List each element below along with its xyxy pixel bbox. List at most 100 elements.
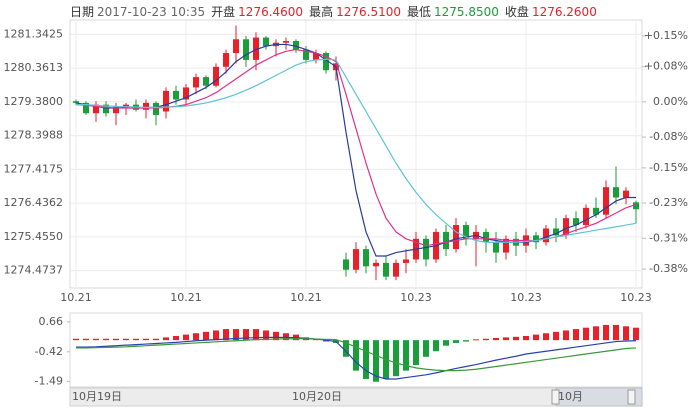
candle-body	[533, 235, 539, 243]
macd-bar	[243, 329, 249, 341]
navigator-label: 10月19日	[72, 390, 122, 403]
overlay-line	[75, 43, 636, 257]
overlay-line	[76, 336, 637, 380]
x-tick-label: 10.23	[510, 291, 542, 304]
y2-tick-label: -0.31%	[649, 231, 688, 244]
candle-body	[373, 262, 379, 267]
macd-bar	[483, 338, 489, 341]
candle-body	[303, 49, 309, 60]
macd-bar	[173, 336, 179, 341]
macd-bar	[83, 338, 89, 341]
y-tick-label: -1.49	[35, 374, 63, 387]
candle-body	[173, 90, 179, 100]
candle-body	[403, 259, 409, 263]
candle-body	[503, 238, 509, 253]
navigator-handle[interactable]	[627, 389, 636, 405]
y-tick-label: 1275.4550	[4, 230, 64, 243]
header-label: 最高	[309, 5, 334, 19]
macd-bar	[553, 331, 559, 341]
macd-bar	[433, 340, 439, 352]
main-frame	[69, 19, 643, 289]
candle-body	[453, 225, 459, 250]
macd-bar	[393, 340, 399, 377]
y-tick-label: 1274.4737	[4, 264, 64, 277]
candle-body	[153, 102, 159, 115]
candle-body	[263, 37, 269, 47]
macd-bar	[283, 333, 289, 341]
y2-tick-label: -0.08%	[649, 130, 688, 143]
y-tick-label: 1278.3988	[4, 129, 64, 142]
candle-body	[213, 66, 219, 86]
header-value: 1276.2600	[531, 5, 597, 19]
macd-bar	[123, 338, 129, 341]
y-tick-label: 1280.3613	[4, 61, 64, 74]
x-tick-label: 10.21	[290, 291, 322, 304]
navigator-label: 10月20日	[292, 390, 342, 403]
macd-bar	[623, 326, 629, 341]
y-tick-label: 1276.4362	[4, 196, 64, 209]
macd-bar	[493, 337, 499, 341]
macd-bar	[593, 326, 599, 341]
candle-body	[143, 102, 149, 110]
macd-bar	[193, 333, 199, 341]
x-tick-label: 10.23	[620, 291, 652, 304]
candle-body	[113, 106, 119, 114]
candle-body	[203, 77, 209, 86]
candle-body	[613, 187, 619, 198]
candle-body	[293, 40, 299, 50]
header-label: 最低	[407, 5, 432, 19]
header-label: 开盘	[211, 5, 236, 19]
candle-body	[563, 218, 569, 236]
macd-bar	[423, 340, 429, 357]
macd-bar	[583, 327, 589, 341]
macd-bar	[353, 340, 359, 371]
candle-body	[443, 231, 449, 250]
candle-body	[93, 104, 99, 114]
header-label: 日期	[70, 5, 95, 19]
candle-body	[543, 228, 549, 243]
candle-body	[483, 231, 489, 243]
macd-bar	[323, 340, 329, 342]
macd-bar	[73, 338, 79, 341]
y2-tick-label: -0.15%	[649, 161, 688, 174]
y2-tick-label: +0.15%	[644, 29, 688, 42]
navigator-label: 10月	[558, 390, 583, 403]
macd-bar	[543, 333, 549, 341]
candle-body	[223, 53, 229, 67]
candle-body	[323, 53, 329, 71]
y2-tick-label: +0.08%	[644, 60, 688, 73]
macd-bar	[183, 334, 189, 341]
macd-bar	[503, 337, 509, 341]
macd-bar	[133, 338, 139, 341]
macd-bar	[253, 329, 259, 341]
y2-tick-label: -0.23%	[649, 196, 688, 209]
navigator-handle[interactable]	[551, 389, 560, 405]
macd-bar	[603, 324, 609, 341]
y-tick-label: 1277.4175	[4, 162, 64, 175]
y-tick-label: 0.66	[39, 315, 64, 328]
macd-bar	[213, 330, 219, 341]
macd-bar	[523, 336, 529, 341]
macd-bar	[153, 338, 159, 341]
macd-bar	[533, 334, 539, 341]
header-value: 1276.5100	[336, 5, 401, 19]
macd-bar	[463, 340, 469, 342]
macd-bar	[93, 338, 99, 341]
candle-body	[553, 228, 559, 236]
macd-bar	[633, 327, 639, 341]
overlay-line	[75, 48, 637, 247]
y2-tick-label: 0.00%	[653, 95, 688, 108]
candle-body	[233, 39, 239, 54]
y-tick-label: 1281.3425	[4, 27, 64, 40]
macd-bar	[513, 336, 519, 341]
macd-bar	[363, 340, 369, 379]
x-tick-label: 10.21	[170, 291, 202, 304]
candle-body	[583, 207, 589, 226]
candle-body	[423, 238, 429, 260]
header-value: 1276.4600	[238, 5, 304, 19]
overlay-line	[76, 58, 637, 243]
candle-body	[463, 225, 469, 239]
y2-tick-label: -0.38%	[649, 262, 688, 275]
